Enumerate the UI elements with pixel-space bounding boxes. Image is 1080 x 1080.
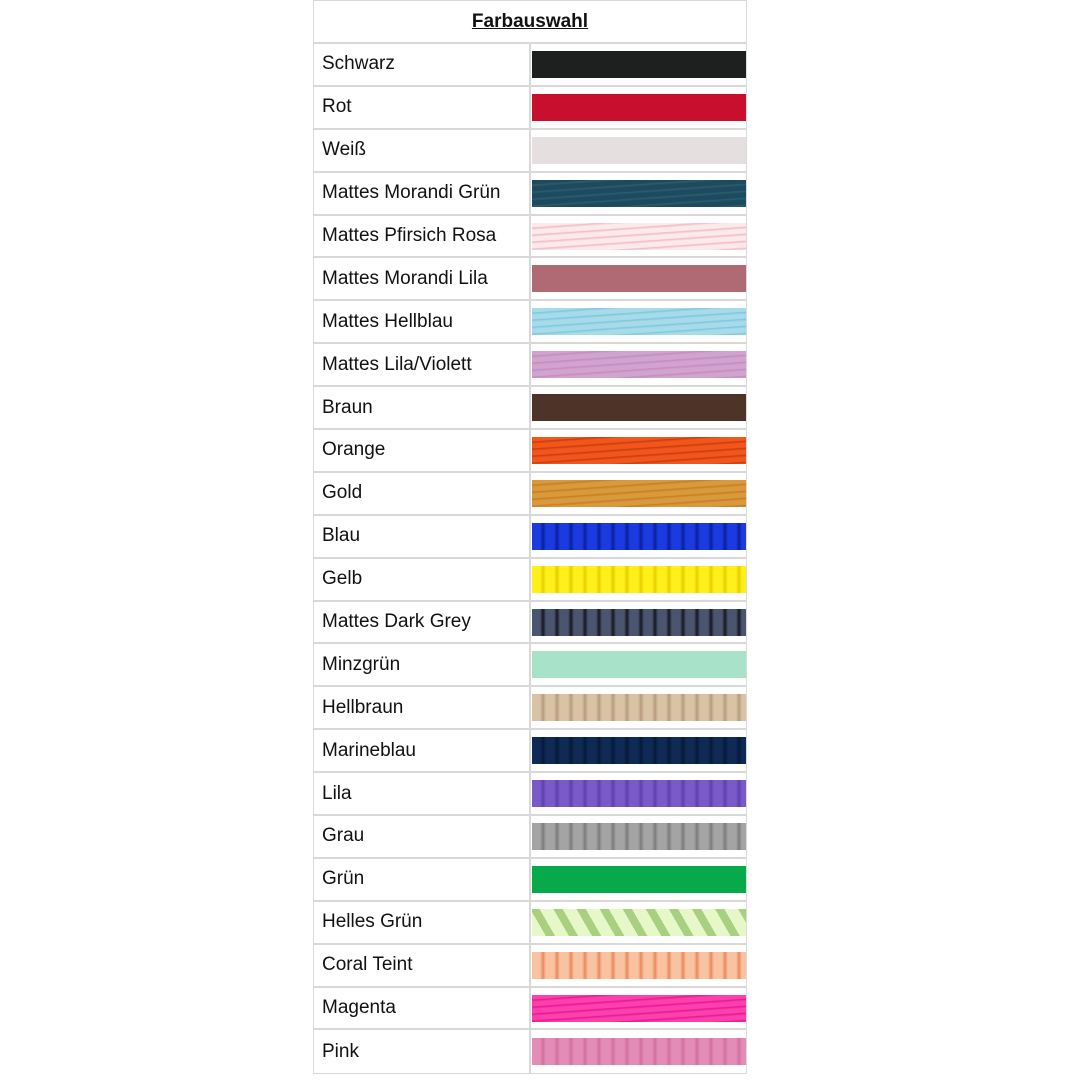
color-name: Minzgrün	[314, 644, 531, 686]
color-swatch-cell	[531, 387, 746, 428]
table-row: Mattes Pfirsich Rosa	[314, 215, 746, 259]
color-name: Pink	[314, 1030, 531, 1074]
table-row: Gelb	[314, 558, 746, 602]
color-swatch-cell	[531, 730, 746, 771]
table-row: Mattes Morandi Lila	[314, 258, 746, 302]
color-swatch	[532, 565, 746, 593]
color-swatch	[532, 780, 746, 808]
table-row: Blau	[314, 515, 746, 559]
color-name: Mattes Lila/Violett	[314, 344, 531, 386]
color-swatch-cell	[531, 902, 746, 943]
color-swatch	[532, 179, 746, 207]
color-name: Mattes Pfirsich Rosa	[314, 215, 531, 257]
color-name: Grün	[314, 858, 531, 900]
table-row: Mattes Dark Grey	[314, 601, 746, 645]
color-swatch-cell	[531, 687, 746, 728]
table-row: Gold	[314, 472, 746, 516]
color-swatch	[532, 908, 746, 936]
color-swatch	[532, 994, 746, 1022]
color-swatch	[532, 93, 746, 121]
color-swatch-cell	[531, 473, 746, 514]
table-row: Grau	[314, 816, 746, 859]
color-name: Mattes Morandi Grün	[314, 172, 531, 214]
table-row: Mattes Hellblau	[314, 301, 746, 345]
table-row: Marineblau	[314, 730, 746, 774]
color-swatch	[532, 308, 746, 336]
table-row: Schwarz	[314, 44, 746, 87]
color-selection-table: Farbauswahl Schwarz Rot Weiß Mattes Morandi…	[313, 0, 747, 1075]
color-name: Mattes Hellblau	[314, 301, 531, 343]
color-name: Gold	[314, 472, 531, 514]
color-swatch-cell	[531, 44, 746, 85]
color-swatch	[532, 436, 746, 464]
color-name: Marineblau	[314, 730, 531, 772]
color-name: Mattes Morandi Lila	[314, 258, 531, 300]
color-name: Grau	[314, 816, 531, 857]
color-swatch	[532, 351, 746, 379]
color-swatch	[532, 1038, 746, 1066]
color-swatch	[532, 651, 746, 679]
table-row: Braun	[314, 387, 746, 431]
color-name: Magenta	[314, 987, 531, 1029]
color-swatch-cell	[531, 258, 746, 299]
color-name: Blau	[314, 515, 531, 557]
color-swatch	[532, 479, 746, 507]
color-swatch	[532, 951, 746, 979]
table-row: Helles Grün	[314, 901, 746, 945]
color-name: Gelb	[314, 558, 531, 600]
color-swatch	[532, 136, 746, 164]
color-swatch-cell	[531, 173, 746, 214]
color-name: Orange	[314, 430, 531, 471]
table-row: Rot	[314, 86, 746, 130]
color-swatch	[532, 737, 746, 765]
color-name: Weiß	[314, 129, 531, 171]
color-swatch-cell	[531, 816, 746, 857]
color-swatch-cell	[531, 216, 746, 257]
color-swatch-cell	[531, 859, 746, 900]
color-swatch	[532, 608, 746, 636]
color-swatch	[532, 865, 746, 893]
color-swatch	[532, 822, 746, 850]
table-row: Hellbraun	[314, 687, 746, 731]
table-row: Lila	[314, 773, 746, 817]
color-swatch-cell	[531, 988, 746, 1029]
table-row: Grün	[314, 858, 746, 902]
table-row: Magenta	[314, 987, 746, 1031]
color-swatch	[532, 522, 746, 550]
color-swatch-cell	[531, 301, 746, 342]
table-row: Orange	[314, 430, 746, 473]
color-swatch	[532, 694, 746, 722]
color-name: Helles Grün	[314, 901, 531, 943]
color-name: Schwarz	[314, 44, 531, 85]
table-row: Pink	[314, 1030, 746, 1074]
color-name: Rot	[314, 86, 531, 128]
color-swatch-cell	[531, 344, 746, 385]
color-name: Braun	[314, 387, 531, 429]
color-swatch-cell	[531, 945, 746, 986]
color-swatch-cell	[531, 1030, 746, 1073]
table-row: Minzgrün	[314, 644, 746, 688]
color-swatch-cell	[531, 644, 746, 685]
table-row: Mattes Morandi Grün	[314, 172, 746, 216]
color-swatch	[532, 222, 746, 250]
color-swatch-cell	[531, 130, 746, 171]
color-swatch-cell	[531, 773, 746, 814]
color-swatch-cell	[531, 602, 746, 643]
table-row: Mattes Lila/Violett	[314, 344, 746, 388]
color-name: Mattes Dark Grey	[314, 601, 531, 643]
color-swatch-cell	[531, 430, 746, 471]
color-swatch	[532, 50, 746, 78]
table-row: Coral Teint	[314, 944, 746, 988]
color-name: Coral Teint	[314, 944, 531, 986]
color-swatch-cell	[531, 516, 746, 557]
color-name: Hellbraun	[314, 687, 531, 729]
table-header: Farbauswahl	[314, 1, 746, 44]
color-swatch	[532, 265, 746, 293]
color-swatch	[532, 394, 746, 422]
color-swatch-cell	[531, 87, 746, 128]
table-row: Weiß	[314, 129, 746, 173]
color-name: Lila	[314, 773, 531, 815]
table-title: Farbauswahl	[471, 10, 589, 32]
color-swatch-cell	[531, 559, 746, 600]
